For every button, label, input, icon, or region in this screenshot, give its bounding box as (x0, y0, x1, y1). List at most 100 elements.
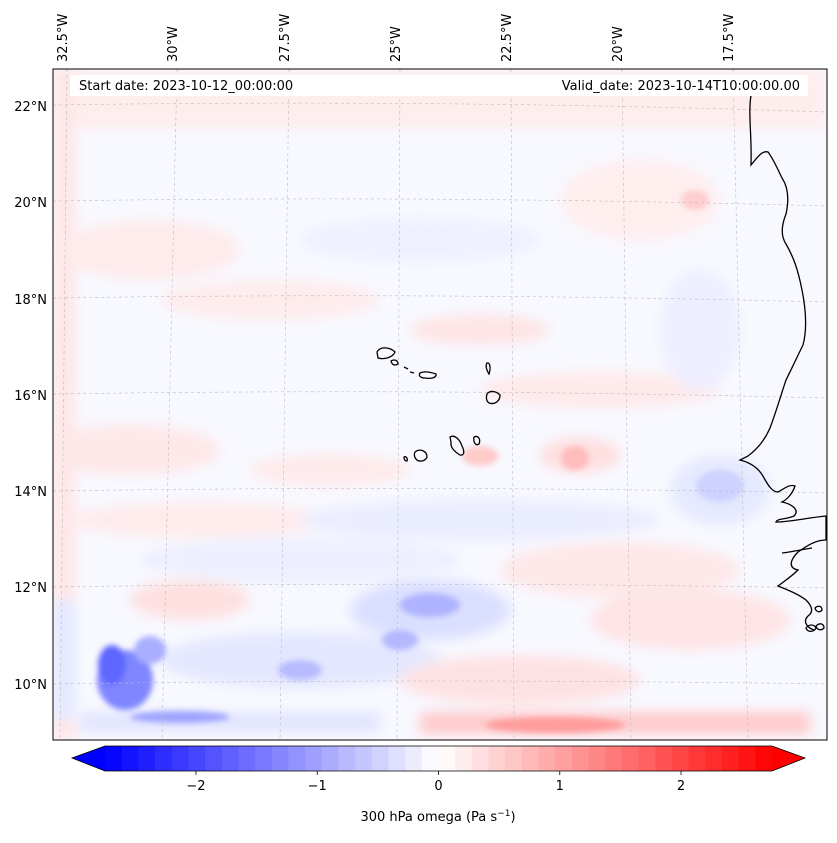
meridian-line (279, 69, 290, 740)
colorbar-cell (105, 746, 123, 771)
colorbar-cell (455, 746, 473, 771)
colorbar-cell (671, 746, 690, 771)
sao-vicente (390, 359, 399, 366)
meridian-line (161, 69, 178, 740)
boa-vista (485, 390, 501, 405)
parallel-line (53, 295, 827, 303)
lon-label-30w: 30°W (166, 26, 181, 62)
colorbar-cell (388, 746, 406, 771)
longitude-labels: 32.5°W 30°W 27.5°W 25°W 22.5°W 20°W 17.5… (56, 14, 737, 62)
lon-label-20w: 20°W (611, 26, 626, 62)
colorbar-outline (70, 745, 807, 772)
map-frame (52, 68, 828, 741)
lat-label-18n: 18°N (14, 293, 47, 308)
colorbar-tick-label: −2 (186, 779, 205, 794)
brava (403, 456, 408, 462)
maio (473, 435, 481, 446)
colorbar-cells (105, 746, 773, 771)
colorbar: −2 −1 0 1 2 300 hPa omega (Pa s−1) (70, 745, 807, 825)
colorbar-cell (655, 746, 673, 771)
santo-antao (376, 347, 396, 360)
colorbar-cell (288, 746, 306, 771)
bijagos-1 (814, 605, 823, 613)
meridian-line (510, 69, 515, 740)
meridian-line (396, 69, 401, 740)
sal (485, 362, 491, 376)
colorbar-cell (321, 746, 340, 771)
colorbar-cell (205, 746, 223, 771)
colorbar-cell (688, 746, 706, 771)
lat-label-22n: 22°N (14, 100, 47, 115)
colorbar-cell (171, 746, 189, 771)
sao-nicolau (409, 371, 415, 374)
colorbar-cell (121, 746, 139, 771)
header-band (70, 75, 808, 96)
colorbar-cell (488, 746, 506, 771)
colorbar-cell (538, 746, 556, 771)
colorbar-cell (521, 746, 540, 771)
map-panel: Start date: 2023-10-12_00:00:00 Valid_da… (52, 68, 828, 741)
colorbar-low-extend (72, 746, 105, 771)
bijagos-2 (805, 624, 817, 633)
colorbar-cell (271, 746, 290, 771)
bijagos-3 (815, 623, 825, 631)
meridian-line (59, 69, 68, 740)
colorbar-cell (638, 746, 656, 771)
colorbar-cell (255, 746, 273, 771)
colorbar-cell (571, 746, 590, 771)
parallel-line (53, 488, 827, 494)
colorbar-cell (555, 746, 573, 771)
colorbar-tick-label: −1 (308, 779, 327, 794)
colorbar-cell (605, 746, 623, 771)
gridlines (53, 69, 827, 740)
santiago (449, 435, 465, 456)
colorbar-cell (621, 746, 640, 771)
meridian-line (621, 69, 632, 740)
colorbar-tick-label: 1 (556, 779, 564, 794)
colorbar-cell (705, 746, 723, 771)
colorbar-tick-label: 2 (677, 779, 685, 794)
colorbar-cell (338, 746, 356, 771)
colorbar-ticks: −2 −1 0 1 2 (186, 771, 685, 794)
start-date-label: Start date: 2023-10-12_00:00:00 (79, 79, 293, 94)
colorbar-label: 300 hPa omega (Pa s−1) (360, 809, 515, 825)
valid-date-label: Valid_date: 2023-10-14T10:00:00.00 (562, 79, 800, 94)
fogo (413, 449, 428, 462)
colorbar-tick-label: 0 (434, 779, 442, 794)
colorbar-cell (155, 746, 173, 771)
parallel-line (53, 391, 827, 399)
lat-label-16n: 16°N (14, 389, 47, 404)
colorbar-cell (588, 746, 606, 771)
lon-label-32-5w: 32.5°W (56, 14, 71, 62)
colorbar-cell (471, 746, 490, 771)
colorbar-cell (305, 746, 323, 771)
sao-nicolau-main (418, 371, 437, 380)
colorbar-cell (721, 746, 740, 771)
meridian-line (732, 69, 749, 740)
latitude-labels: 22°N 20°N 18°N 16°N 14°N 12°N 10°N (14, 100, 47, 693)
africa-coastline (738, 94, 827, 631)
lon-label-27-5w: 27.5°W (278, 14, 293, 62)
colorbar-cell (405, 746, 423, 771)
colorbar-cell (138, 746, 156, 771)
colorbar-high-extend (772, 746, 805, 771)
colorbar-cell (505, 746, 523, 771)
gambia-river (781, 547, 813, 554)
lon-label-22-5w: 22.5°W (500, 14, 515, 62)
santa-luzia (403, 366, 409, 370)
lat-label-10n: 10°N (14, 678, 47, 693)
colorbar-cell (421, 746, 440, 771)
colorbar-cell (755, 746, 773, 771)
colorbar-cell (371, 746, 390, 771)
colorbar-cell (738, 746, 756, 771)
parallel-line (53, 198, 827, 207)
parallel-line (53, 102, 827, 113)
colorbar-cell (355, 746, 373, 771)
lon-label-17-5w: 17.5°W (722, 14, 737, 62)
lon-label-25w: 25°W (389, 26, 404, 62)
colorbar-cell (238, 746, 256, 771)
lat-label-14n: 14°N (14, 485, 47, 500)
parallel-line (53, 680, 827, 685)
